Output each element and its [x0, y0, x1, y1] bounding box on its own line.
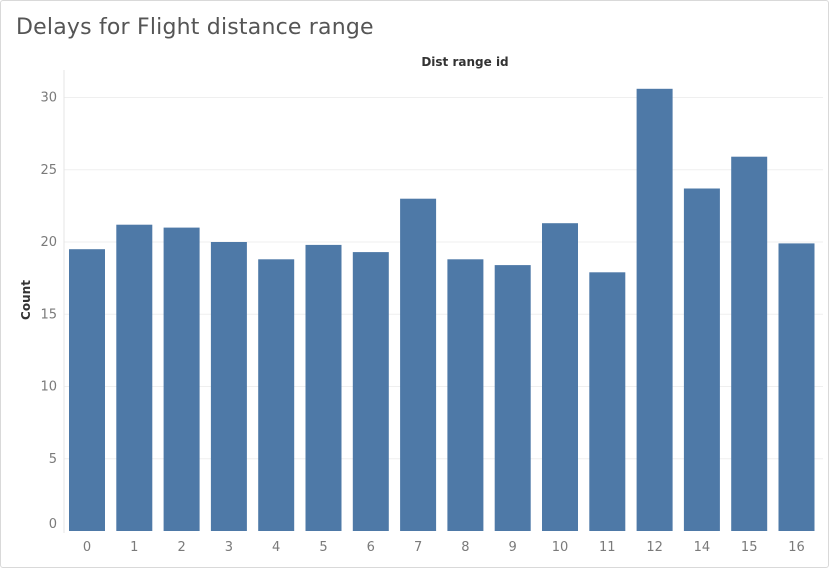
bar[interactable]: [778, 243, 815, 531]
bar[interactable]: [258, 259, 295, 531]
x-tick-label: 5: [319, 540, 327, 555]
chart-title: Delays for Flight distance range: [16, 15, 374, 40]
x-tick-label: 2: [177, 540, 185, 555]
x-tick-label: 4: [272, 540, 280, 555]
bars: [69, 88, 815, 532]
bar[interactable]: [731, 156, 768, 531]
x-tick-label: 14: [694, 540, 711, 555]
x-tick-label: 15: [741, 540, 758, 555]
y-tick-label: 5: [49, 452, 57, 467]
bar[interactable]: [163, 227, 200, 531]
bar[interactable]: [636, 88, 673, 532]
bar[interactable]: [305, 244, 342, 531]
y-tick-label: 0: [49, 517, 57, 532]
x-tick-label: 10: [552, 540, 569, 555]
x-tick-label: 1: [130, 540, 138, 555]
x-tick-label: 7: [414, 540, 422, 555]
x-axis-title: Dist range id: [421, 55, 508, 69]
bar[interactable]: [352, 252, 389, 531]
x-tick-label: 11: [599, 540, 616, 555]
bar[interactable]: [494, 265, 531, 531]
y-tick-label: 10: [40, 380, 57, 395]
x-tick-label: 0: [83, 540, 91, 555]
x-tick-label: 8: [461, 540, 469, 555]
bar[interactable]: [589, 272, 626, 531]
y-tick-label: 15: [40, 307, 57, 322]
x-axis-ticks: 0 1 2 3 4 5 6 7 8 9 10 11 12 14 15 16: [83, 540, 805, 555]
y-axis-title: Count: [19, 280, 33, 320]
y-axis-ticks: 0 5 10 15 20 25 30: [40, 91, 57, 533]
bar[interactable]: [69, 249, 105, 531]
y-tick-label: 20: [40, 235, 57, 250]
y-tick-label: 30: [40, 91, 57, 106]
bar[interactable]: [683, 188, 720, 532]
bar[interactable]: [447, 259, 484, 531]
bar[interactable]: [116, 224, 153, 531]
x-tick-label: 16: [788, 540, 805, 555]
x-tick-label: 12: [646, 540, 663, 555]
x-tick-label: 6: [367, 540, 375, 555]
y-tick-label: 25: [40, 163, 57, 178]
bar[interactable]: [400, 198, 437, 531]
x-tick-label: 3: [225, 540, 233, 555]
bar[interactable]: [542, 223, 578, 531]
bar[interactable]: [210, 242, 247, 531]
x-tick-label: 9: [509, 540, 517, 555]
